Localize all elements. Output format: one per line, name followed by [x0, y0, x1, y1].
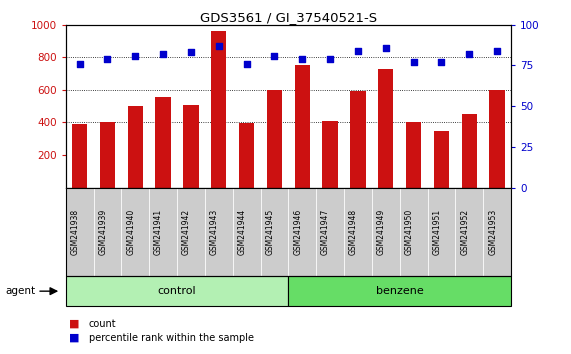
Point: [131, 53, 140, 58]
Text: GDS3561 / GI_37540521-S: GDS3561 / GI_37540521-S: [200, 11, 377, 24]
Bar: [100, 122, 115, 188]
Bar: [461, 114, 477, 188]
Text: GSM241939: GSM241939: [98, 209, 107, 255]
Point: [493, 48, 502, 54]
Bar: [211, 31, 227, 188]
Bar: [72, 124, 87, 188]
Text: GSM241953: GSM241953: [488, 209, 497, 255]
Text: GSM241941: GSM241941: [154, 209, 163, 255]
Point: [437, 59, 446, 65]
Text: GSM241940: GSM241940: [126, 209, 135, 255]
Bar: [323, 121, 338, 188]
Point: [297, 56, 307, 62]
Point: [186, 50, 195, 55]
Text: GSM241948: GSM241948: [349, 209, 358, 255]
Text: control: control: [158, 286, 196, 296]
Text: ■: ■: [69, 319, 79, 329]
Text: agent: agent: [6, 286, 36, 296]
Text: GSM241947: GSM241947: [321, 209, 330, 255]
Text: GSM241942: GSM241942: [182, 209, 191, 255]
Bar: [295, 65, 310, 188]
Text: GSM241950: GSM241950: [405, 209, 413, 255]
Text: GSM241944: GSM241944: [238, 209, 247, 255]
Bar: [155, 97, 171, 188]
Point: [242, 61, 251, 67]
Point: [75, 61, 84, 67]
Text: GSM241952: GSM241952: [460, 209, 469, 255]
Point: [465, 51, 474, 57]
Point: [270, 53, 279, 58]
Bar: [378, 69, 393, 188]
Bar: [127, 106, 143, 188]
Point: [353, 48, 363, 54]
Text: GSM241951: GSM241951: [432, 209, 441, 255]
Point: [381, 45, 391, 50]
Bar: [434, 131, 449, 188]
Bar: [267, 90, 282, 188]
Text: GSM241938: GSM241938: [71, 209, 79, 255]
Point: [325, 56, 335, 62]
Text: GSM241946: GSM241946: [293, 209, 302, 255]
Text: count: count: [89, 319, 116, 329]
Text: GSM241945: GSM241945: [266, 209, 275, 255]
Text: benzene: benzene: [376, 286, 424, 296]
Text: GSM241943: GSM241943: [210, 209, 219, 255]
Bar: [183, 105, 199, 188]
Bar: [406, 122, 421, 188]
Point: [214, 43, 223, 49]
Text: ■: ■: [69, 333, 79, 343]
Point: [159, 51, 168, 57]
Point: [103, 56, 112, 62]
Bar: [239, 123, 254, 188]
Bar: [350, 91, 365, 188]
Bar: [489, 90, 505, 188]
Text: percentile rank within the sample: percentile rank within the sample: [89, 333, 254, 343]
Point: [409, 59, 418, 65]
Text: GSM241949: GSM241949: [377, 209, 386, 255]
